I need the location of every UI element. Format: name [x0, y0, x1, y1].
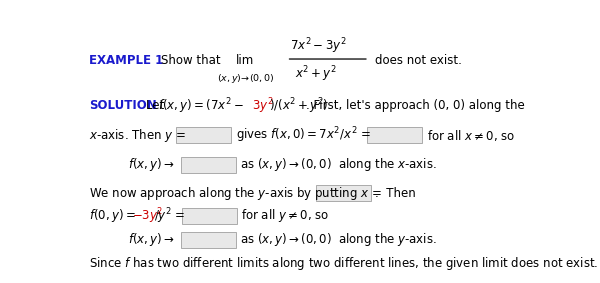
- FancyBboxPatch shape: [316, 185, 371, 201]
- Text: does not exist.: does not exist.: [375, 53, 462, 67]
- Text: Let: Let: [146, 99, 167, 112]
- Text: EXAMPLE 1: EXAMPLE 1: [89, 53, 163, 67]
- Text: $x$-axis. Then $y$ =: $x$-axis. Then $y$ =: [89, 127, 186, 144]
- FancyBboxPatch shape: [181, 232, 236, 248]
- FancyBboxPatch shape: [181, 156, 236, 173]
- Text: lim: lim: [235, 53, 254, 67]
- Text: $)/(x^2 + y^2)$: $)/(x^2 + y^2)$: [269, 96, 329, 116]
- Text: for all $y \neq 0$, so: for all $y \neq 0$, so: [241, 207, 329, 224]
- FancyBboxPatch shape: [182, 208, 237, 224]
- Text: $3y^2$: $3y^2$: [252, 96, 273, 116]
- Text: $7x^2 - 3y^2$: $7x^2 - 3y^2$: [290, 36, 346, 56]
- FancyBboxPatch shape: [176, 127, 231, 143]
- Text: . First, let's approach (0, 0) along the: . First, let's approach (0, 0) along the: [305, 99, 524, 112]
- Text: $x^2 + y^2$: $x^2 + y^2$: [295, 65, 337, 84]
- Text: Since $f$ has two different limits along two different lines, the given limit do: Since $f$ has two different limits along…: [89, 255, 598, 272]
- Text: $-3y^2$: $-3y^2$: [132, 206, 163, 226]
- Text: $f(x, y) \rightarrow$: $f(x, y) \rightarrow$: [128, 156, 175, 173]
- Text: $/y^2$ =: $/y^2$ =: [154, 206, 185, 226]
- Text: as $(x, y) \rightarrow (0, 0)$  along the $x$-axis.: as $(x, y) \rightarrow (0, 0)$ along the…: [240, 156, 437, 173]
- Text: as $(x, y) \rightarrow (0, 0)$  along the $y$-axis.: as $(x, y) \rightarrow (0, 0)$ along the…: [240, 231, 437, 248]
- Text: $(x, y)\!\rightarrow\!(0, 0)$: $(x, y)\!\rightarrow\!(0, 0)$: [217, 72, 275, 85]
- Text: gives $f(x, 0) = 7x^2/x^2$ =: gives $f(x, 0) = 7x^2/x^2$ =: [236, 125, 371, 145]
- Text: $f(x, y) \rightarrow$: $f(x, y) \rightarrow$: [128, 231, 175, 248]
- FancyBboxPatch shape: [367, 127, 422, 143]
- Text: Show that: Show that: [161, 53, 221, 67]
- Text: $f(x, y) = (7x^2 -\ $: $f(x, y) = (7x^2 -\ $: [158, 96, 244, 116]
- Text: SOLUTION: SOLUTION: [89, 99, 157, 112]
- Text: We now approach along the $y$-axis by putting $x$ =: We now approach along the $y$-axis by pu…: [89, 185, 382, 201]
- Text: .  Then: . Then: [375, 186, 416, 200]
- Text: $f(0, y) = $: $f(0, y) = $: [89, 207, 136, 224]
- Text: for all $x \neq 0$, so: for all $x \neq 0$, so: [427, 128, 515, 143]
